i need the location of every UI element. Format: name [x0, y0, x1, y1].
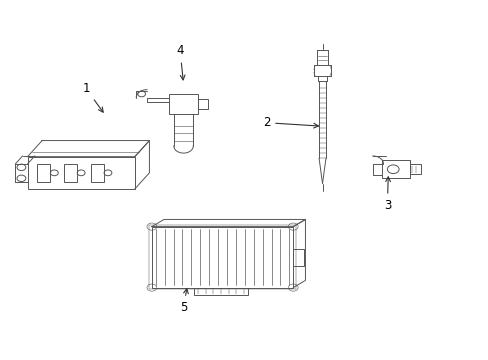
- Bar: [409, 164, 420, 174]
- Text: 1: 1: [82, 82, 103, 112]
- Bar: [168, 94, 198, 114]
- Bar: [64, 164, 77, 182]
- Text: 3: 3: [383, 177, 390, 212]
- Bar: [194, 288, 247, 296]
- Text: 4: 4: [176, 45, 184, 80]
- Bar: [149, 225, 295, 289]
- Bar: [198, 99, 207, 109]
- Bar: [293, 249, 304, 266]
- Text: 5: 5: [180, 289, 188, 314]
- Bar: [27, 157, 135, 189]
- Bar: [91, 164, 104, 182]
- Bar: [152, 226, 293, 288]
- Text: 2: 2: [262, 116, 318, 129]
- Bar: [37, 164, 50, 182]
- Bar: [381, 160, 409, 178]
